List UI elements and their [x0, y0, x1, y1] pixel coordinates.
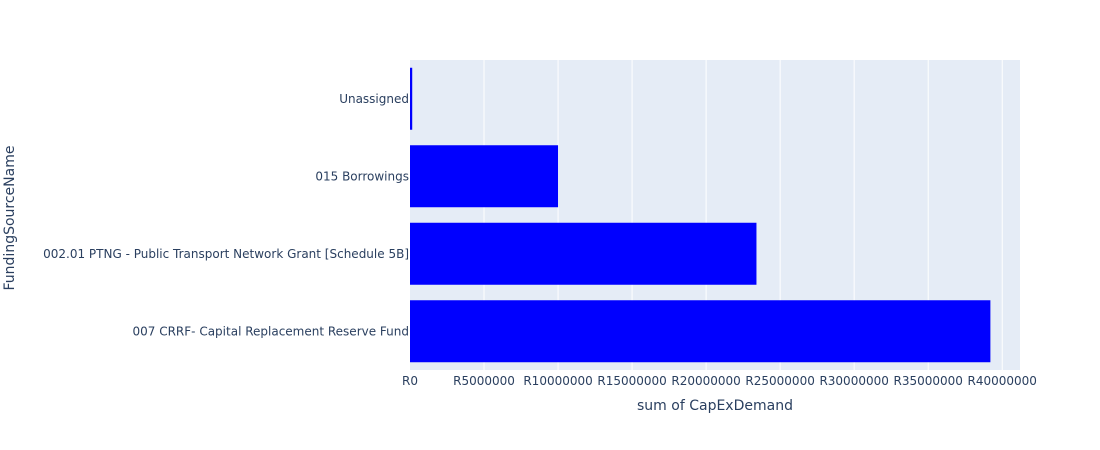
- y-tick-label: Unassigned: [339, 92, 409, 106]
- x-tick-label: R40000000: [968, 374, 1037, 388]
- x-tick-label: R5000000: [453, 374, 515, 388]
- y-tick-label: 015 Borrowings: [315, 169, 409, 183]
- x-tick-label: R0: [402, 374, 418, 388]
- x-axis-title: sum of CapExDemand: [637, 398, 793, 414]
- x-tick-label: R15000000: [597, 374, 666, 388]
- x-tick-label: R25000000: [745, 374, 814, 388]
- bar[interactable]: [410, 300, 991, 363]
- x-tick-label: R35000000: [893, 374, 962, 388]
- y-tick-label: 002.01 PTNG - Public Transport Network G…: [43, 247, 409, 261]
- y-tick-labels: Unassigned 015 Borrowings 002.01 PTNG - Pu…: [43, 92, 409, 339]
- bars: [410, 67, 991, 363]
- x-tick-label: R30000000: [819, 374, 888, 388]
- bar[interactable]: [410, 67, 413, 130]
- bar[interactable]: [410, 222, 757, 285]
- x-tick-label: R10000000: [523, 374, 592, 388]
- x-tick-labels: R0 R5000000 R10000000 R15000000 R20000000 R25…: [402, 374, 1037, 388]
- bar[interactable]: [410, 145, 559, 208]
- x-tick-label: R20000000: [671, 374, 740, 388]
- y-axis-title: FundingSourceName: [2, 146, 18, 291]
- y-tick-label: 007 CRRF- Capital Replacement Reserve Fu…: [133, 324, 410, 338]
